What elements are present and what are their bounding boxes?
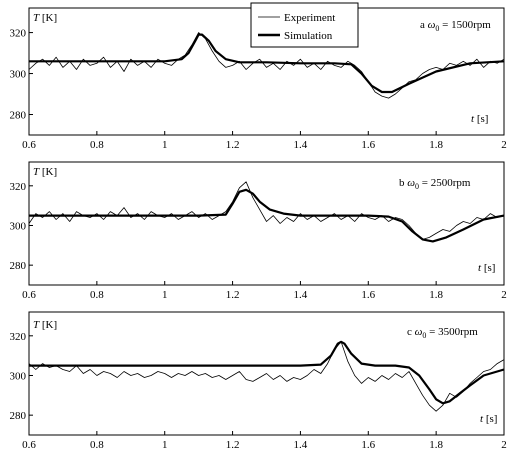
experiment-line [28, 32, 505, 99]
y-tick-label: 320 [10, 331, 27, 343]
y-tick-label: 300 [10, 220, 27, 232]
x-tick-label: 0.6 [22, 439, 36, 451]
x-tick-label: 1 [162, 289, 168, 301]
x-tick-label: 0.8 [90, 439, 104, 451]
panel-c: 0.6 0.8 1 1.2 1.4 1.6 1.8 2 280 300 320 T [K] t [s… [10, 311, 507, 451]
tick-group: 0.6 0.8 1 1.2 1.4 1.6 1.8 2 280 300 320 [10, 181, 507, 301]
x-tick-label: 0.8 [90, 139, 104, 151]
legend-experiment-label: Experiment [284, 12, 335, 24]
plot-frame [28, 311, 505, 436]
x-axis-label: t [s] [480, 413, 497, 425]
panel-a: 0.6 0.8 1 1.2 1.4 1.6 1.8 2 280 300 320 T [K] t [s… [10, 2, 507, 151]
x-tick-label: 1.8 [429, 139, 443, 151]
x-tick-label: 1.4 [294, 439, 308, 451]
legend-box [250, 2, 359, 48]
legend: Experiment Simulation [250, 2, 359, 48]
panel-b: 0.6 0.8 1 1.2 1.4 1.6 1.8 2 280 300 320 T [K] t [s… [10, 161, 507, 301]
y-tick-label: 280 [10, 260, 27, 272]
tick-group: 0.6 0.8 1 1.2 1.4 1.6 1.8 2 280 300 320 [10, 331, 507, 451]
x-tick-label: 1.4 [294, 289, 308, 301]
y-axis-label: T [K] [33, 12, 57, 24]
y-axis-label: T [K] [33, 319, 57, 331]
experiment-line [28, 181, 505, 240]
x-tick-label: 2 [501, 439, 507, 451]
x-tick-label: 1.4 [294, 139, 308, 151]
panel-c-annotation: c ω0 = 3500rpm [407, 326, 478, 340]
x-tick-label: 1.8 [429, 439, 443, 451]
simulation-line [29, 340, 505, 405]
legend-simulation-label: Simulation [284, 30, 333, 42]
y-tick-label: 320 [10, 181, 27, 193]
series-group [28, 181, 505, 243]
x-axis-label: t [s] [478, 262, 495, 274]
x-tick-label: 0.6 [22, 139, 36, 151]
y-tick-label: 300 [10, 69, 27, 81]
y-tick-label: 280 [10, 410, 27, 422]
x-tick-label: 1.6 [361, 439, 375, 451]
x-tick-label: 0.8 [90, 289, 104, 301]
x-tick-label: 0.6 [22, 289, 36, 301]
panel-a-annotation: a ω0 = 1500rpm [420, 19, 491, 33]
x-tick-label: 1 [162, 439, 168, 451]
x-tick-label: 1.8 [429, 289, 443, 301]
simulation-line [29, 188, 505, 243]
y-axis-label: T [K] [33, 166, 57, 178]
x-tick-label: 1.2 [226, 289, 240, 301]
x-axis-label: t [s] [471, 113, 488, 125]
y-tick-label: 280 [10, 110, 27, 122]
series-group [28, 340, 505, 412]
series-group [28, 32, 505, 99]
simulation-line [29, 33, 505, 94]
x-tick-label: 1.6 [361, 139, 375, 151]
y-tick-label: 320 [10, 28, 27, 40]
x-tick-label: 1 [162, 139, 168, 151]
x-tick-label: 1.6 [361, 289, 375, 301]
panel-b-annotation: b ω0 = 2500rpm [399, 177, 471, 191]
x-tick-label: 1.2 [226, 139, 240, 151]
x-tick-label: 1.2 [226, 439, 240, 451]
y-tick-label: 300 [10, 370, 27, 382]
experiment-line [28, 341, 505, 412]
x-tick-label: 2 [501, 289, 507, 301]
x-tick-label: 2 [501, 139, 507, 151]
tick-group: 0.6 0.8 1 1.2 1.4 1.6 1.8 2 280 300 320 [10, 28, 507, 151]
